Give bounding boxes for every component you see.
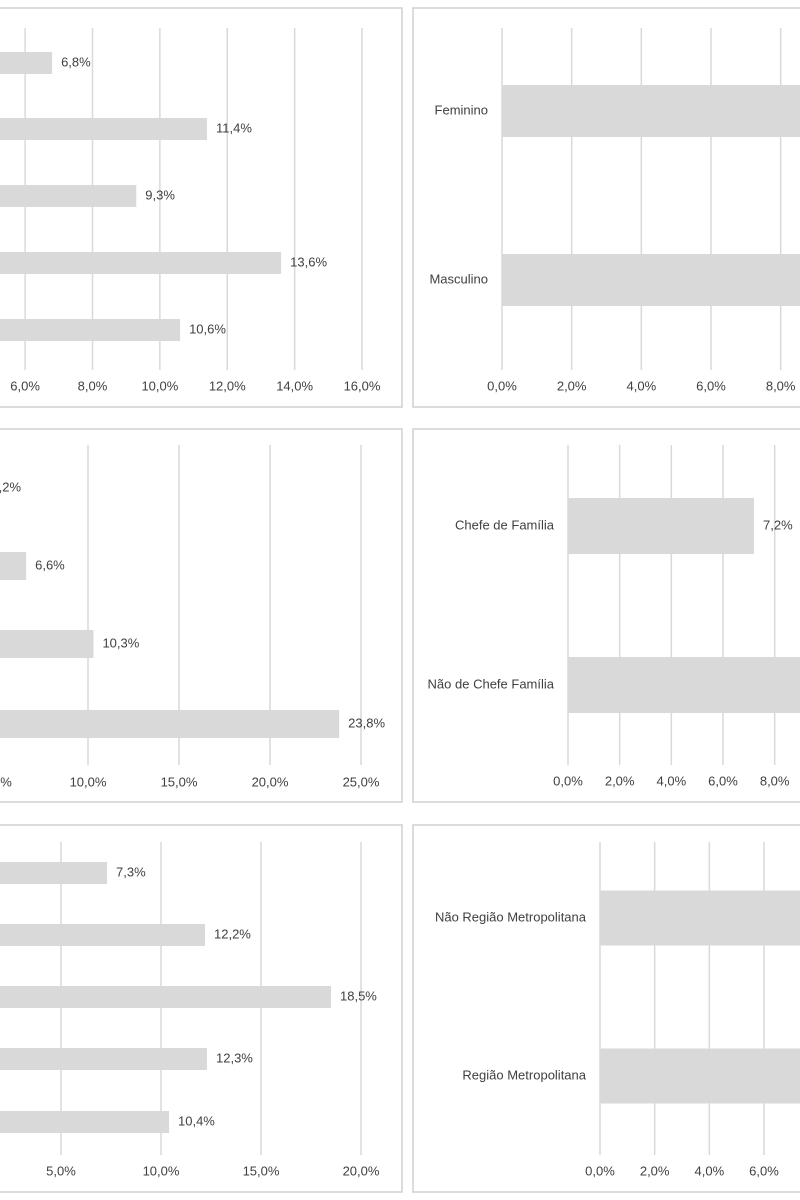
x-tick-label: 8,0%: [760, 773, 790, 788]
x-tick-label: 2,0%: [640, 1163, 670, 1178]
bar: [600, 1048, 800, 1104]
panel-border: [412, 824, 800, 1193]
x-tick-label: 6,0%: [696, 378, 726, 393]
value-label: 13,6%: [290, 254, 327, 269]
x-tick-label: 25,0%: [343, 774, 380, 789]
value-label: 18,5%: [340, 988, 377, 1003]
category-label: Masculino: [429, 271, 488, 286]
x-tick-label: 5,0%: [46, 1163, 76, 1178]
x-tick-label: 15,0%: [243, 1163, 280, 1178]
bar: [600, 890, 800, 946]
value-label: 7,3%: [116, 864, 146, 879]
bar: [0, 710, 340, 738]
x-tick-label: 10,0%: [141, 378, 178, 393]
x-tick-label: 6,0%: [749, 1163, 779, 1178]
x-tick-label: 6,0%: [10, 378, 40, 393]
bar: [502, 254, 800, 306]
x-tick-label: 0,0%: [487, 378, 517, 393]
value-label: 12,3%: [216, 1050, 253, 1065]
value-label: 10,6%: [189, 321, 226, 336]
bar: [0, 552, 27, 580]
category-label: Feminino: [435, 102, 488, 117]
value-label: 12,2%: [214, 926, 251, 941]
bar: [502, 85, 800, 137]
category-label: Chefe de Família: [455, 517, 555, 532]
bar: [0, 630, 94, 658]
bar: [568, 498, 754, 554]
x-tick-label: 4,0%: [627, 378, 657, 393]
x-tick-label: 0,0%: [585, 1163, 615, 1178]
x-tick-label: 8,0%: [766, 378, 796, 393]
value-label: 6,6%: [35, 557, 65, 572]
x-tick-label: 0,0%: [553, 773, 583, 788]
x-tick-label: 16,0%: [344, 378, 381, 393]
panel-border: [0, 7, 403, 408]
x-tick-label: 10,0%: [143, 1163, 180, 1178]
panel-border: [412, 7, 800, 408]
value-label: 10,4%: [178, 1113, 215, 1128]
x-tick-label: 10,0%: [70, 774, 107, 789]
x-tick-label: 8,0%: [78, 378, 108, 393]
bar: [568, 657, 800, 713]
x-tick-label: 5,0%: [0, 774, 12, 789]
x-tick-label: 4,0%: [695, 1163, 725, 1178]
bar: [0, 1111, 169, 1133]
panel-border: [412, 428, 800, 803]
x-tick-label: 2,0%: [557, 378, 587, 393]
panel-border: [0, 428, 403, 803]
bar: [0, 252, 282, 274]
x-tick-label: 20,0%: [343, 1163, 380, 1178]
x-tick-label: 6,0%: [708, 773, 738, 788]
value-label: 6,8%: [61, 54, 91, 69]
value-label: 4,2%: [0, 479, 22, 494]
x-tick-label: 4,0%: [657, 773, 687, 788]
x-tick-label: 15,0%: [161, 774, 198, 789]
bar: [0, 924, 205, 946]
bar: [0, 319, 181, 341]
value-label: 7,2%: [763, 517, 793, 532]
value-label: 23,8%: [348, 715, 385, 730]
panel-border: [0, 824, 403, 1193]
bar: [0, 862, 107, 884]
x-tick-label: 12,0%: [209, 378, 246, 393]
category-label: Não de Chefe Família: [428, 676, 555, 691]
value-label: 9,3%: [145, 187, 175, 202]
category-label: Não Região Metropolitana: [435, 909, 587, 924]
category-label: Região Metropolitana: [462, 1067, 586, 1082]
bar: [0, 118, 208, 140]
x-tick-label: 20,0%: [252, 774, 289, 789]
bar: [0, 52, 53, 74]
bar: [0, 1048, 207, 1070]
bar: [0, 185, 137, 207]
value-label: 10,3%: [102, 635, 139, 650]
value-label: 11,4%: [216, 120, 252, 135]
x-tick-label: 2,0%: [605, 773, 635, 788]
x-tick-label: 14,0%: [276, 378, 313, 393]
bar: [0, 986, 331, 1008]
